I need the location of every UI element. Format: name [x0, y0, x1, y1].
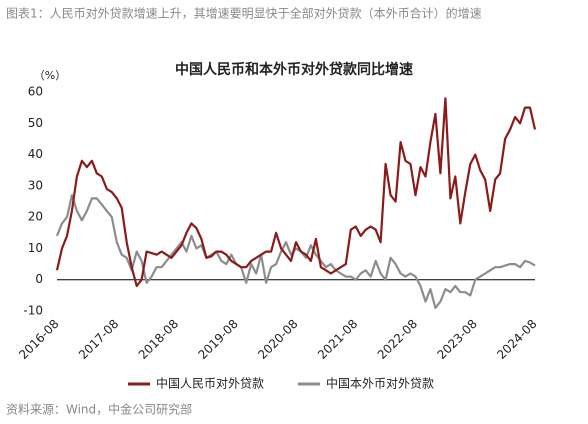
y-unit: （%） [34, 69, 66, 82]
x-tick-label: 2017-08 [76, 317, 121, 362]
series-line [55, 97, 537, 288]
x-tick-label: 2021-08 [315, 317, 360, 362]
x-tick-label: 2024-08 [494, 317, 539, 362]
x-tick-label: 2016-08 [16, 317, 61, 362]
source: 资料来源：Wind，中金公司研究部 [6, 402, 192, 417]
caption: 图表1：人民币对外贷款增速上升，其增速要明显快于全部对外贷款（本外币合计）的增速 [6, 6, 482, 21]
y-tick-label: 50 [28, 116, 43, 130]
y-tick-label: -10 [23, 304, 43, 318]
y-tick-label: 20 [28, 210, 43, 224]
y-tick-label: 10 [28, 241, 43, 255]
x-tick-label: 2023-08 [434, 317, 479, 362]
y-tick-label: 30 [28, 178, 43, 192]
legend-label: 中国本外币对外贷款 [326, 376, 434, 391]
x-tick-label: 2018-08 [136, 317, 181, 362]
chart-title: 中国人民币和本外币对外贷款同比增速 [175, 61, 413, 78]
y-tick-label: 0 [35, 272, 43, 286]
x-tick-label: 2022-08 [375, 317, 420, 362]
y-tick-label: 60 [28, 85, 43, 99]
legend-label: 中国人民币对外贷款 [156, 376, 264, 391]
series-line [55, 194, 536, 309]
y-tick-label: 40 [28, 147, 43, 161]
x-tick-label: 2019-08 [195, 317, 240, 362]
x-tick-label: 2020-08 [255, 317, 300, 362]
